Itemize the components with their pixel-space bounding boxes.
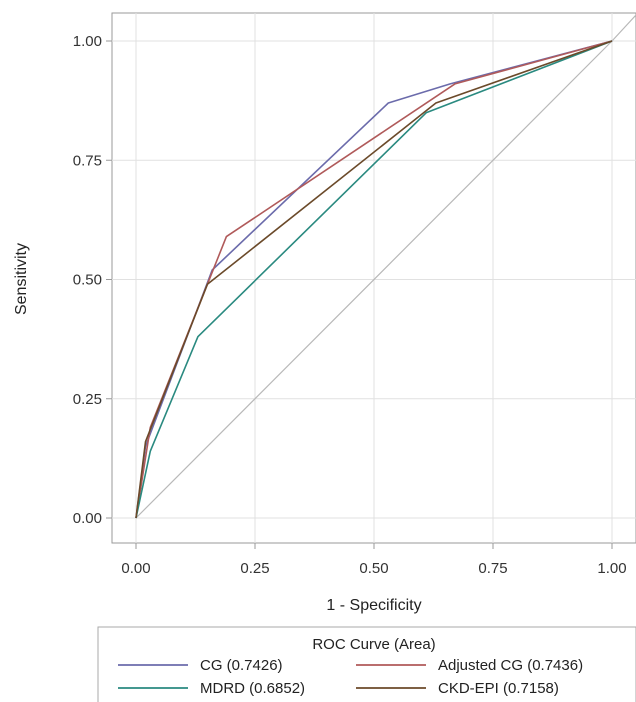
legend: ROC Curve (Area) CG (0.7426) Adjusted CG …	[97, 626, 636, 702]
y-tick-label: 0.75	[73, 152, 102, 169]
y-tick-label: 1.00	[73, 33, 102, 50]
y-tick-label: 0.25	[73, 391, 102, 408]
x-tick-label: 1.00	[597, 560, 626, 577]
legend-label-3: CKD-EPI (0.7158)	[438, 680, 559, 697]
series-line-3	[135, 40, 613, 519]
y-tick-label: 0.50	[73, 272, 102, 289]
x-tick-label: 0.25	[240, 560, 269, 577]
y-axis-title: Sensitivity	[13, 243, 30, 315]
series-lines	[135, 40, 613, 519]
legend-title: ROC Curve (Area)	[312, 636, 435, 653]
tick-labels: 0.00 0.25 0.50 0.75 1.00 0.00 0.25 0.50 0.75 1.00	[73, 33, 627, 577]
reference-diagonal-extension	[611, 14, 636, 42]
series-line-1	[135, 40, 613, 519]
y-tick-label: 0.00	[73, 510, 102, 527]
legend-label-1: Adjusted CG (0.7436)	[438, 657, 583, 674]
series-line-2	[135, 40, 613, 519]
x-tick-label: 0.50	[359, 560, 388, 577]
legend-label-0: CG (0.7426)	[200, 657, 283, 674]
reference-diagonal	[135, 40, 613, 519]
legend-label-2: MDRD (0.6852)	[200, 680, 305, 697]
x-tick-label: 0.00	[121, 560, 150, 577]
grid	[112, 13, 636, 543]
x-tick-label: 0.75	[478, 560, 507, 577]
x-axis-title: 1 - Specificity	[326, 597, 421, 614]
